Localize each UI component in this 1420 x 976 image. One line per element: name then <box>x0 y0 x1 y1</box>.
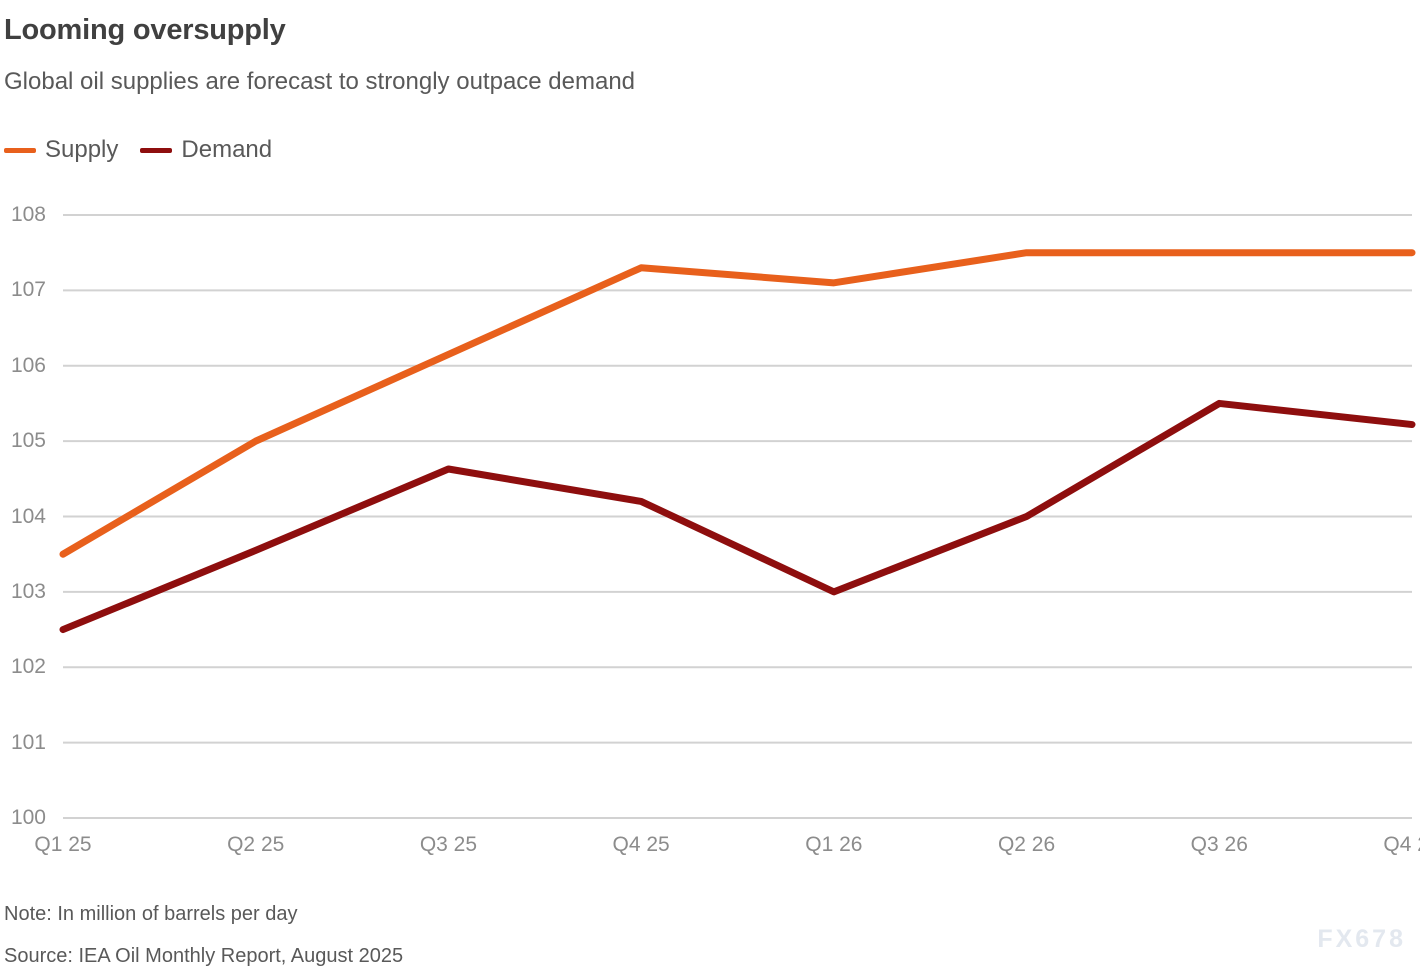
series-line-supply <box>59 249 1416 558</box>
legend-item-supply[interactable]: Supply <box>4 138 118 162</box>
y-axis-tick-label: 106 <box>10 353 46 377</box>
y-axis-tick-label: 101 <box>10 730 46 754</box>
chart-source: Source: IEA Oil Monthly Report, August 2… <box>4 945 404 967</box>
y-axis-tick-label: 105 <box>10 429 46 453</box>
x-axis-tick-label: Q2 25 <box>227 833 285 856</box>
series-line-demand <box>59 399 1416 634</box>
page-subtitle: Global oil supplies are forecast to stro… <box>4 68 636 95</box>
y-axis-tick-label: 108 <box>10 203 46 226</box>
watermark: FX678 <box>1317 925 1406 953</box>
chart-gridlines <box>63 214 1412 819</box>
x-axis-tick-label: Q3 26 <box>1190 833 1248 856</box>
legend-item-demand[interactable]: Demand <box>140 138 272 162</box>
legend-swatch-supply <box>4 147 36 153</box>
x-axis-tick-label: Q3 25 <box>419 833 478 856</box>
x-axis-tick-label: Q4 26 <box>1383 833 1420 856</box>
chart-note: Note: In million of barrels per day <box>4 903 298 925</box>
chart-legend: Supply Demand <box>4 138 272 162</box>
x-axis-tick-label: Q1 26 <box>805 833 863 856</box>
y-axis-tick-label: 102 <box>10 655 46 679</box>
chart-series-lines <box>59 249 1416 634</box>
y-axis-tick-label: 103 <box>10 579 46 603</box>
legend-swatch-demand <box>140 147 173 153</box>
y-axis-tick-label: 107 <box>10 278 46 302</box>
legend-label-demand: Demand <box>181 136 273 163</box>
page-title: Looming oversupply <box>4 14 286 46</box>
legend-label-supply: Supply <box>45 136 119 163</box>
x-axis-tick-label: Q1 25 <box>34 833 92 856</box>
y-axis-tick-label: 100 <box>10 806 46 829</box>
x-axis-tick-label: Q2 26 <box>997 833 1056 856</box>
y-axis-tick-label: 104 <box>10 504 46 528</box>
x-axis-tick-label: Q4 25 <box>612 833 670 856</box>
